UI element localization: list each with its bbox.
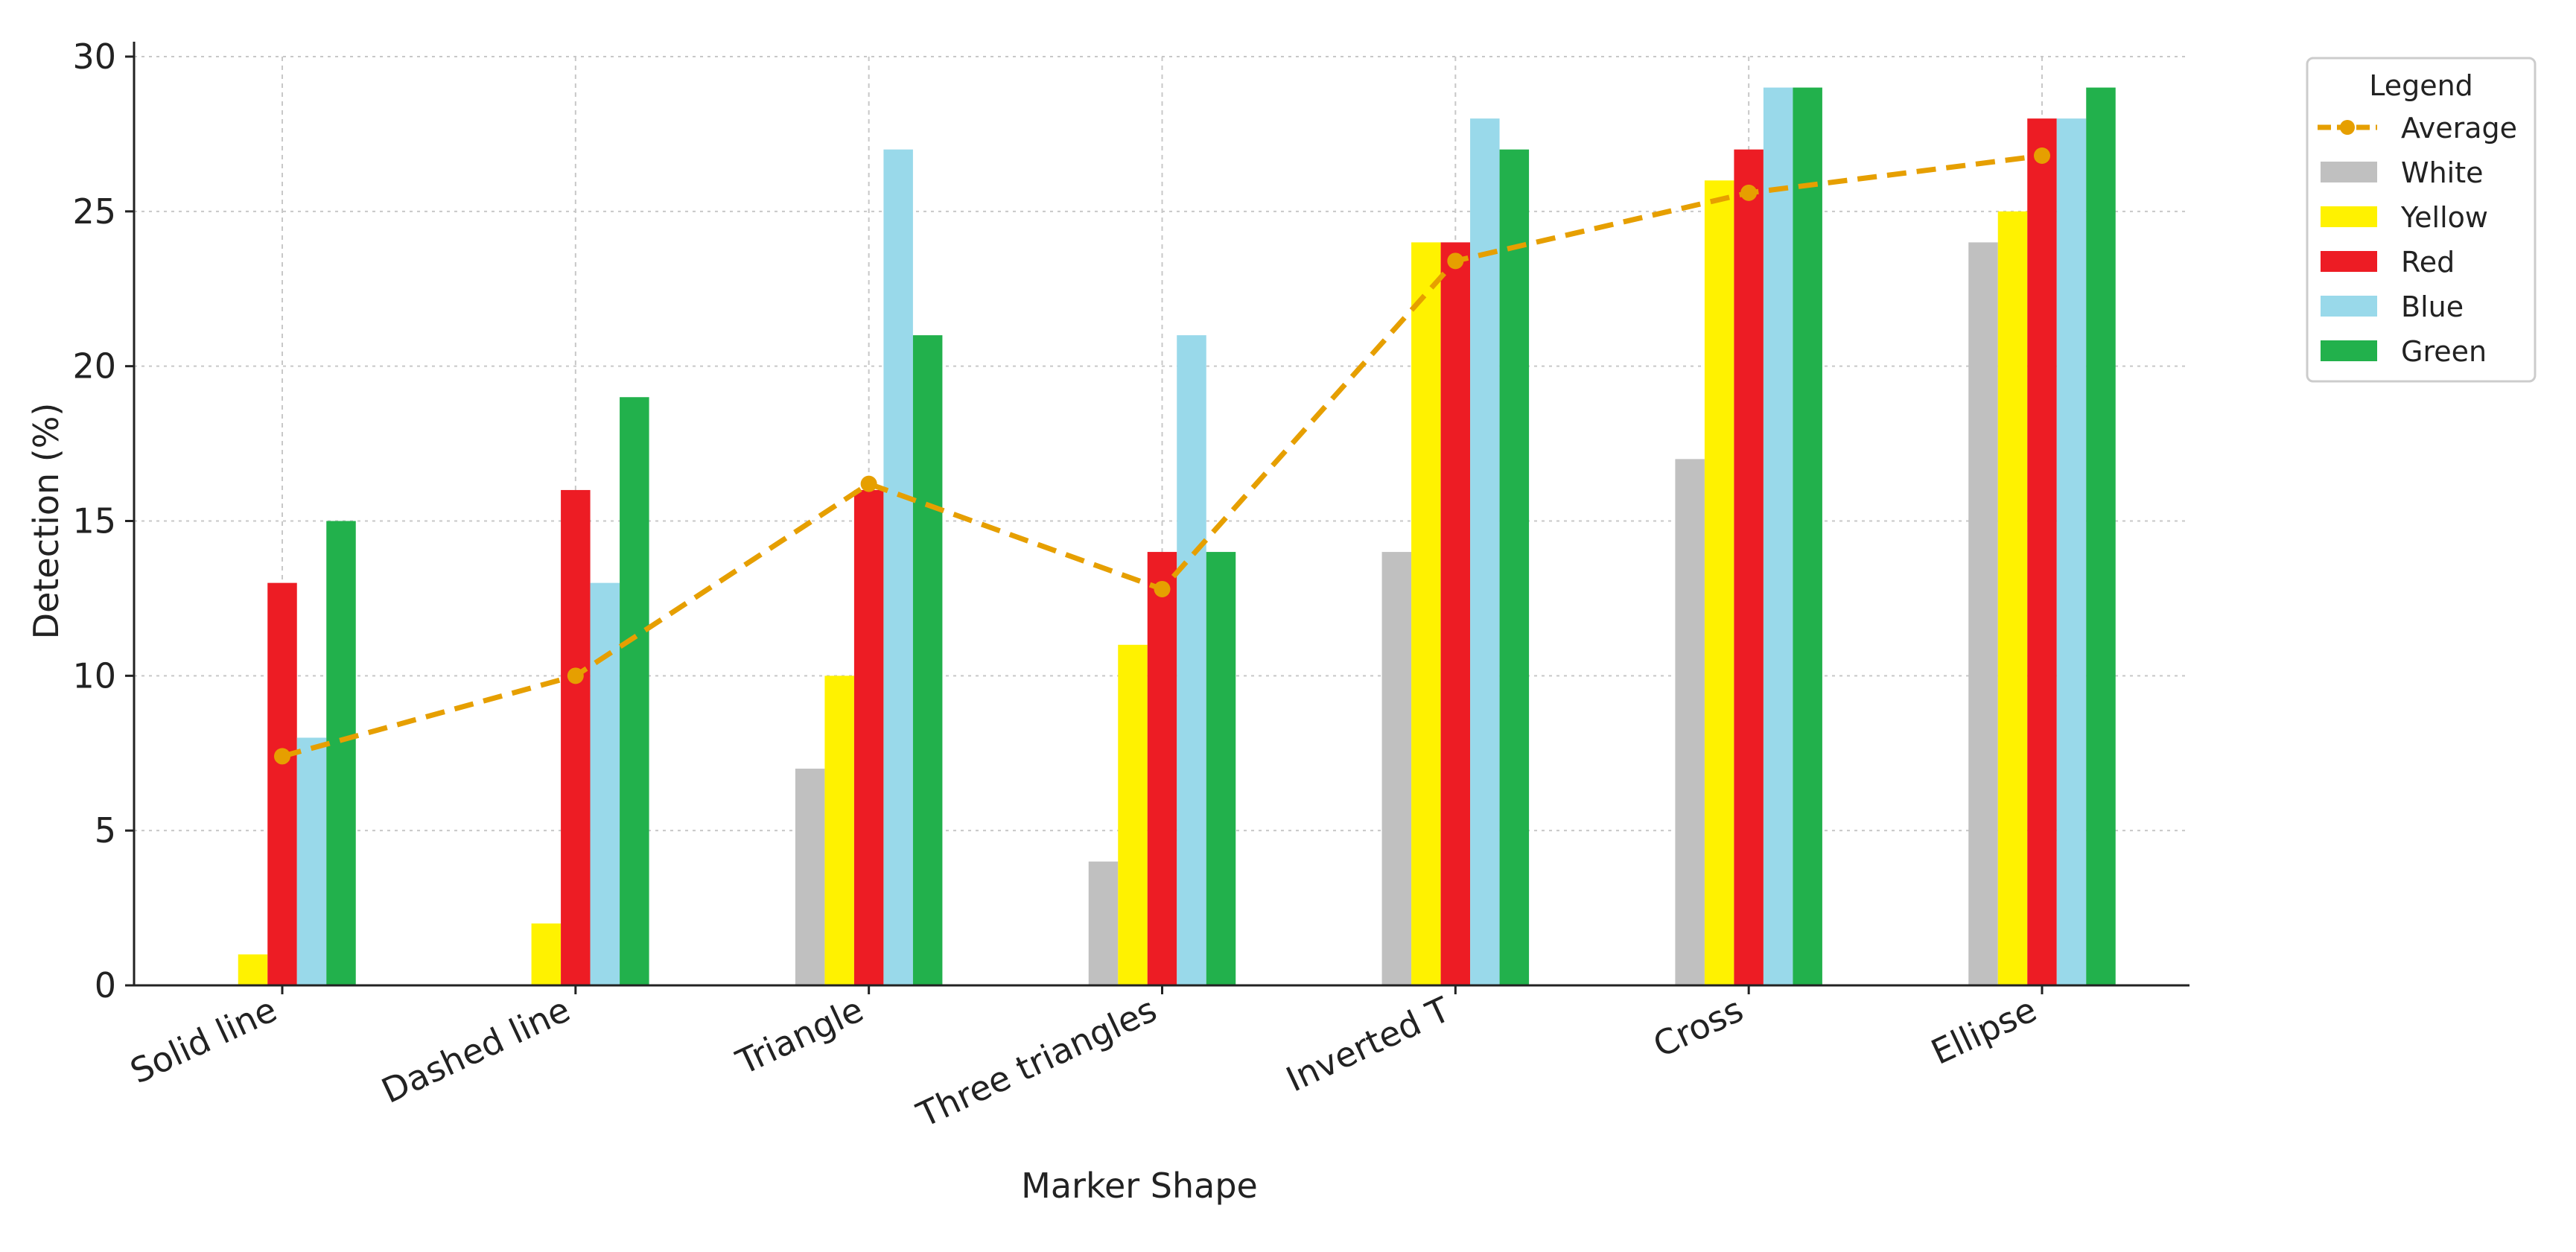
bar-green (620, 397, 649, 985)
legend-swatch-green (2321, 340, 2377, 361)
bar-blue (2056, 118, 2087, 986)
average-point (274, 748, 290, 765)
x-tick-label: Ellipse (1925, 989, 2043, 1073)
bar-yellow (824, 676, 854, 985)
legend-swatch-red (2321, 251, 2377, 272)
y-tick-label: 15 (72, 501, 116, 541)
legend-label-white: White (2401, 156, 2484, 189)
bar-green (1499, 149, 1530, 986)
legend-label-red: Red (2401, 246, 2455, 279)
legend-swatch-white (2321, 162, 2377, 182)
bar-red (853, 489, 884, 985)
y-tick-label: 5 (95, 810, 116, 851)
bar-green (2086, 87, 2116, 986)
legend-label-yellow: Yellow (2400, 201, 2488, 234)
legend-swatch-blue (2321, 296, 2377, 317)
bar-blue (1470, 118, 1500, 986)
bar-red (1147, 552, 1177, 985)
bar-white (1675, 459, 1705, 985)
average-line-layer (274, 147, 2050, 765)
x-tick-label: Triangle (730, 989, 869, 1083)
bar-yellow (1411, 242, 1441, 985)
bar-yellow (1118, 644, 1148, 985)
x-tick-label: Inverted T (1280, 989, 1457, 1100)
bar-red (1440, 242, 1471, 985)
average-point (1154, 580, 1171, 597)
y-tick-label: 20 (72, 346, 116, 387)
legend-label-average: Average (2401, 112, 2517, 144)
bar-red (561, 489, 591, 985)
bar-green (1206, 552, 1236, 985)
y-tick-label: 25 (72, 191, 116, 232)
bar-yellow (1997, 211, 2028, 985)
x-tick-label: Cross (1647, 989, 1749, 1065)
average-point (2034, 147, 2050, 165)
bar-green (326, 521, 356, 985)
label-layer: Marker Shape Detection (%) (26, 403, 1258, 1206)
legend-label-green: Green (2401, 335, 2487, 368)
legend-swatch-yellow (2321, 206, 2377, 227)
x-axis-title: Marker Shape (1021, 1166, 1258, 1206)
bar-white (1968, 242, 1998, 985)
bar-white (1381, 552, 1412, 985)
bar-blue (590, 582, 620, 985)
bar-blue (1763, 87, 1793, 986)
bar-yellow (1704, 180, 1734, 986)
bar-green (912, 335, 943, 986)
y-tick-label: 0 (95, 965, 116, 1005)
average-point (860, 475, 877, 492)
bar-yellow (238, 954, 268, 985)
y-axis-title: Detection (%) (26, 403, 66, 640)
bar-green (1793, 87, 1822, 986)
bar-white (795, 769, 825, 985)
legend-label-blue: Blue (2401, 290, 2464, 323)
legend: Legend Average White Yellow Red Blue Green (2306, 57, 2537, 383)
bar-red (2027, 118, 2057, 986)
y-tick-label: 30 (72, 36, 116, 77)
bar-red (267, 582, 297, 985)
bar-blue (1177, 335, 1206, 986)
bar-yellow (531, 923, 562, 985)
legend-title: Legend (2369, 69, 2473, 102)
bar-blue (883, 149, 913, 986)
x-tick-label: Dashed line (375, 989, 576, 1111)
bar-white (1088, 861, 1119, 985)
bar-red (1734, 149, 1764, 986)
x-tick-label: Three triangles (910, 989, 1163, 1135)
legend-marker-average (2340, 120, 2355, 135)
bar-blue (296, 737, 327, 985)
average-point (567, 667, 584, 684)
y-tick-label: 10 (72, 655, 116, 696)
average-point (1447, 252, 1464, 270)
average-point (1740, 184, 1758, 201)
x-tick-label: Solid line (124, 989, 283, 1092)
bar-layer (238, 87, 2116, 986)
